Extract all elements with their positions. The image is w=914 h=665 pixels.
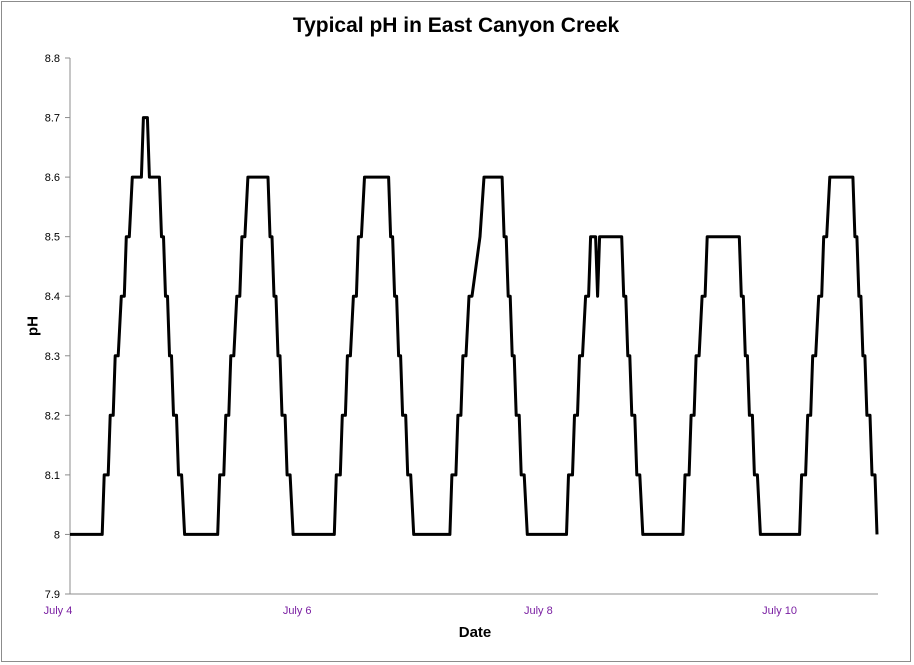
y-tick-label: 8.7 (45, 113, 60, 125)
x-tick-label: July 4 (44, 605, 73, 617)
x-tick-label: July 6 (283, 605, 312, 617)
y-tick-label: 8.6 (45, 172, 60, 184)
y-tick-label: 8.1 (45, 470, 60, 482)
x-tick-label: July 8 (524, 605, 553, 617)
y-tick-label: 8.5 (45, 232, 60, 244)
y-tick-label: 8.4 (45, 291, 60, 303)
x-tick-label: July 10 (762, 605, 797, 617)
y-tick-label: 8.3 (45, 351, 60, 363)
chart-title: Typical pH in East Canyon Creek (292, 14, 620, 37)
ph-series-line (70, 116, 879, 536)
y-tick-label: 8.2 (45, 410, 60, 422)
y-tick-label: 8 (54, 529, 60, 541)
y-tick-label: 8.8 (45, 53, 60, 65)
y-tick-label: 7.9 (45, 589, 60, 601)
x-axis-label: Date (458, 624, 492, 641)
